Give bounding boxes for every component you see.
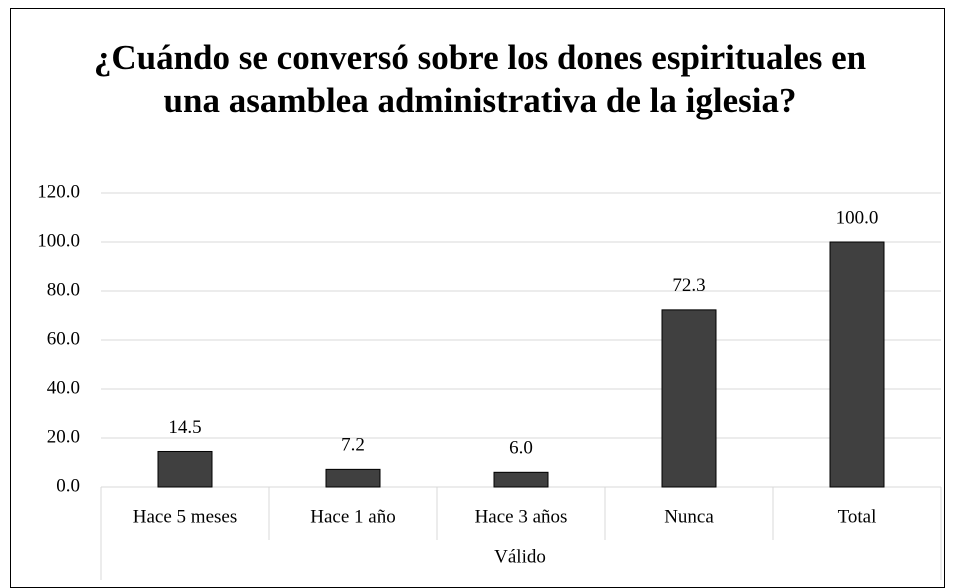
data-label: 6.0 (509, 438, 533, 459)
bar (493, 471, 549, 488)
x-tick-label: Nunca (664, 506, 714, 527)
data-label: 7.2 (341, 435, 365, 456)
bar (829, 241, 885, 488)
data-label: 100.0 (836, 207, 879, 228)
y-tick-label: 80.0 (47, 279, 80, 300)
y-tick-label: 120.0 (37, 181, 80, 202)
y-tick-label: 60.0 (47, 328, 80, 349)
y-tick-label: 40.0 (47, 377, 80, 398)
x-tick-label: Hace 5 meses (133, 506, 237, 527)
y-tick-label: 0.0 (56, 475, 80, 496)
chart-title: ¿Cuándo se conversó sobre los dones espi… (93, 38, 867, 120)
bar (157, 450, 213, 488)
x-tick-label: Hace 3 años (475, 506, 568, 527)
y-tick-label: 20.0 (47, 426, 80, 447)
data-label: 14.5 (168, 417, 201, 438)
x-tick-label: Total (838, 506, 877, 527)
x-tick-label: Hace 1 año (310, 506, 395, 527)
bar (325, 468, 381, 488)
bar (661, 309, 717, 488)
y-tick-label: 100.0 (37, 230, 80, 251)
data-label: 72.3 (672, 275, 705, 296)
x-axis-label: Válido (494, 546, 546, 567)
